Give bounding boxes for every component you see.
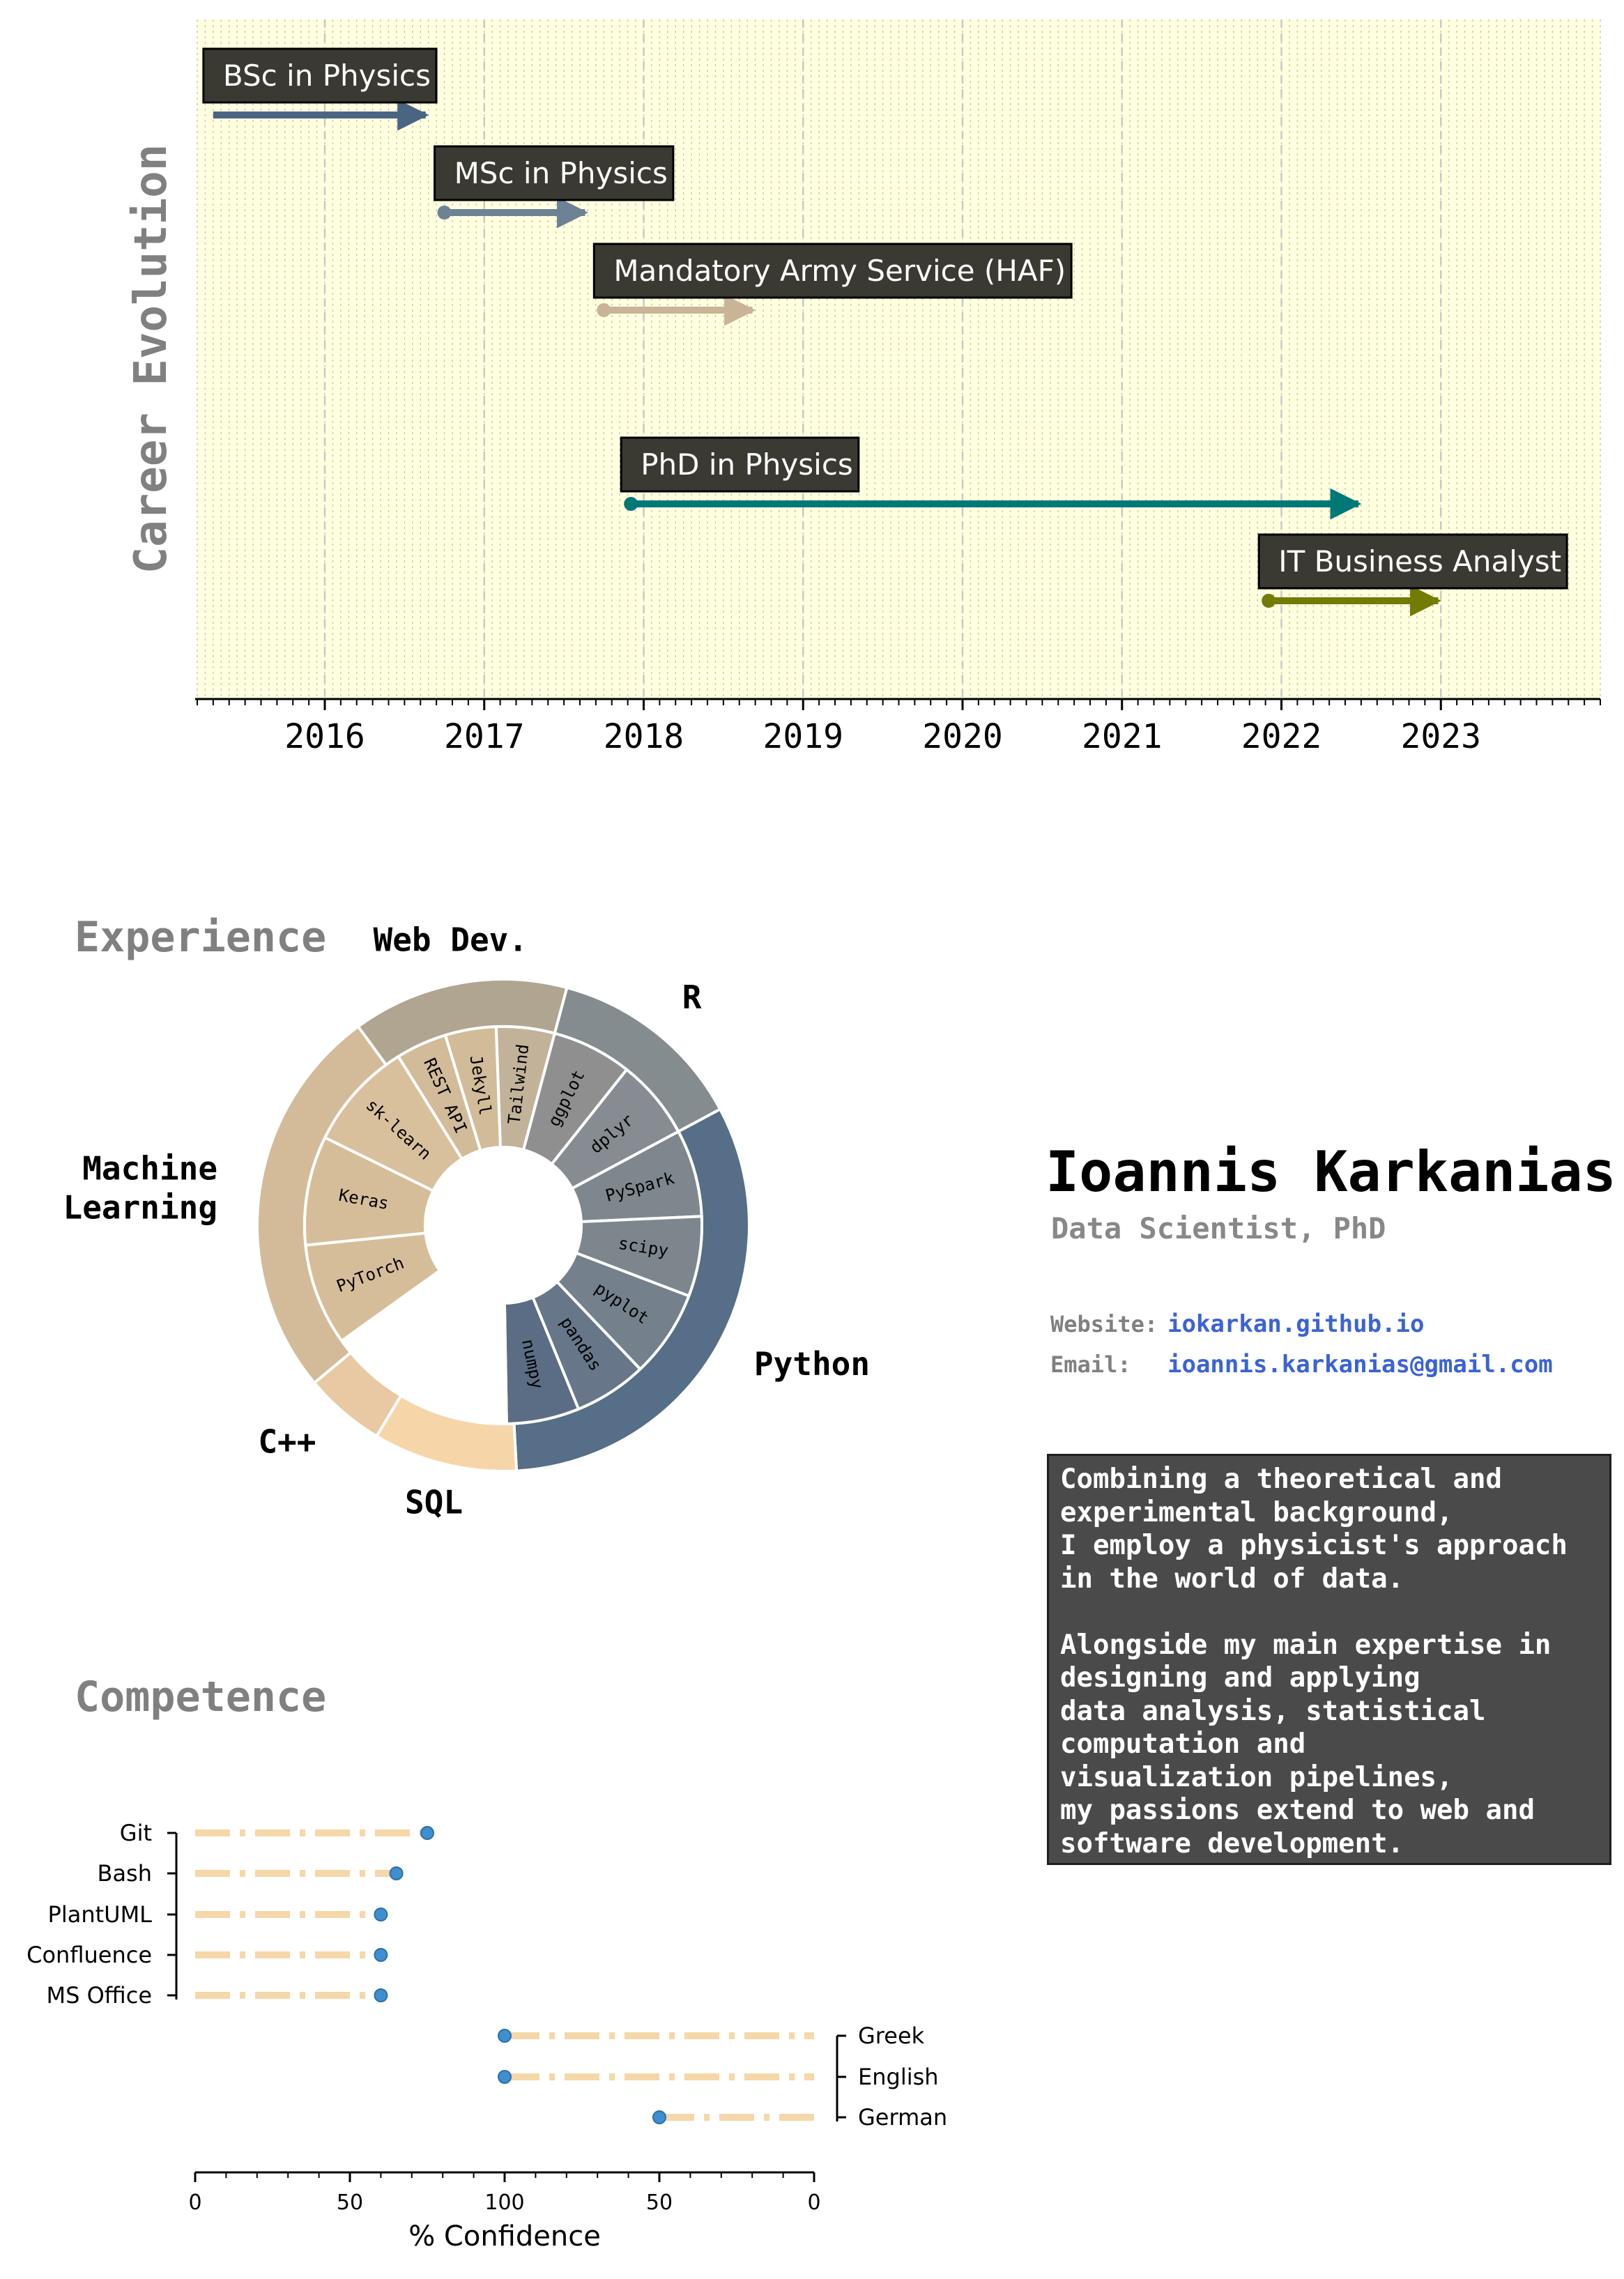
x-tick-label: 2017 [444,717,525,756]
tools-point [374,1948,388,1962]
inner-wedge [339,1268,508,1425]
event-label-box [620,436,860,493]
email-link[interactable]: ioannis.karkanias@gmail.com [1167,1351,1553,1379]
competence-tick-label: 50 [337,2190,363,2215]
outer-label: Python [754,1345,870,1383]
outer-label: R [682,979,702,1016]
summary-text: Combining a theoretical and experimental… [1060,1464,1568,1859]
languages-label: German [858,2104,947,2131]
x-tick-label: 2016 [284,717,365,756]
languages-point [498,2029,512,2043]
event-label: IT Business Analyst [1278,544,1561,578]
x-tick-label: 2022 [1241,717,1322,756]
person-name: Ioannis Karkanias [1045,1140,1616,1204]
tools-label: Confluence [26,1942,152,1968]
name-block: Ioannis Karkanias Data Scientist, PhD [1045,1140,1616,1246]
x-tick-label: 2023 [1400,717,1481,756]
languages-label: Greek [858,2023,925,2049]
website-row: Website: iokarkan.github.io [1050,1310,1553,1351]
competence-tick-label: 50 [646,2190,673,2215]
outer-label: SQL [405,1483,463,1521]
email-row: Email: ioannis.karkanias@gmail.com [1050,1351,1553,1391]
tools-point [420,1826,434,1840]
person-role: Data Scientist, PhD [1051,1211,1386,1245]
tools-label: Git [120,1820,152,1846]
event-start-dot [597,303,611,317]
contact-info: Website: iokarkan.github.io Email: ioann… [1050,1310,1553,1391]
x-tick-label: 2019 [763,717,843,756]
event-label-box [202,47,438,104]
event-label: MSc in Physics [454,156,668,190]
outer-label: Web Dev. [374,921,528,958]
tools-label: Bash [97,1860,152,1887]
competence-xlabel: % Confidence [408,2220,601,2253]
event-start-dot [437,206,452,220]
tools-point [374,1908,388,1921]
x-tick-label: 2020 [922,717,1003,756]
competence-chart: Git Bash PlantUML Confluence MS Office Greek E… [26,1820,947,2253]
event-start-dot [1262,594,1276,608]
tools-label: PlantUML [48,1901,153,1928]
timeline-ylabel: Career Evolution [125,144,177,574]
experience-title: Experience [75,913,326,962]
email-label: Email: [1050,1351,1131,1378]
outer-label: Machine Learning [63,1149,218,1226]
event-start-dot [624,497,638,511]
website-link[interactable]: iokarkan.github.io [1167,1310,1425,1338]
outer-label-line: Machine [82,1149,217,1187]
competence-tick-label: 0 [188,2190,201,2215]
inner-wedge [494,1025,557,1152]
tools-point [389,1866,404,1880]
languages-point [498,2070,512,2084]
languages-label: English [858,2064,939,2090]
career-timeline: 2016 2017 2018 2019 2020 2021 2022 2023 Career E… [125,20,1601,756]
outer-label-line: Learning [63,1188,218,1226]
tools-label: MS Office [47,1982,153,2009]
event-label-box [434,145,675,201]
event-label: Mandatory Army Service (HAF) [613,254,1066,288]
website-label: Website: [1050,1311,1158,1337]
event-label-box [592,243,1073,299]
tools-point [374,1988,388,2002]
summary-box: Combining a theoretical and experimental… [1047,1454,1611,1865]
event-label: BSc in Physics [223,59,431,93]
competence-title: Competence [75,1673,326,1721]
x-tick-label: 2018 [604,717,684,756]
languages-point [652,2110,666,2124]
competence-tick-label: 100 [484,2190,524,2215]
x-tick-label: 2021 [1082,717,1163,756]
event-label-box [1257,533,1568,590]
event-label: PhD in Physics [641,447,853,482]
outer-label: C++ [258,1422,316,1460]
competence-tick-label: 0 [807,2190,820,2215]
